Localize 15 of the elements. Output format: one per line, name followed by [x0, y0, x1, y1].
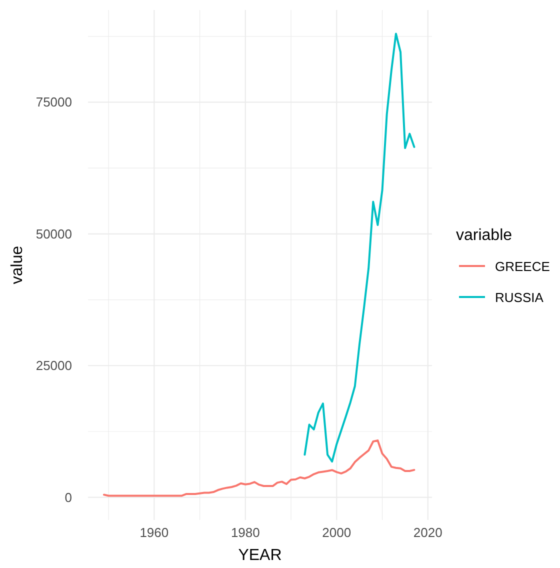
line-series	[102, 439, 416, 497]
y-tick-label: 50000	[36, 226, 72, 242]
x-tick-label: 1980	[230, 525, 260, 540]
legend-label: GREECE	[495, 259, 550, 274]
y-tick-label: 0	[64, 490, 72, 505]
x-tick-label: 2020	[413, 525, 442, 540]
y-tick-label: 75000	[36, 94, 72, 110]
legend-title: variable	[456, 227, 512, 244]
line-series	[304, 32, 416, 463]
x-tick-label: 2000	[322, 525, 352, 540]
y-tick-label: 25000	[36, 358, 72, 374]
x-tick-label: 1960	[140, 525, 169, 540]
x-axis-title: YEAR	[238, 547, 282, 564]
y-axis-title: value	[9, 246, 26, 284]
legend-label: RUSSIA	[495, 290, 544, 305]
